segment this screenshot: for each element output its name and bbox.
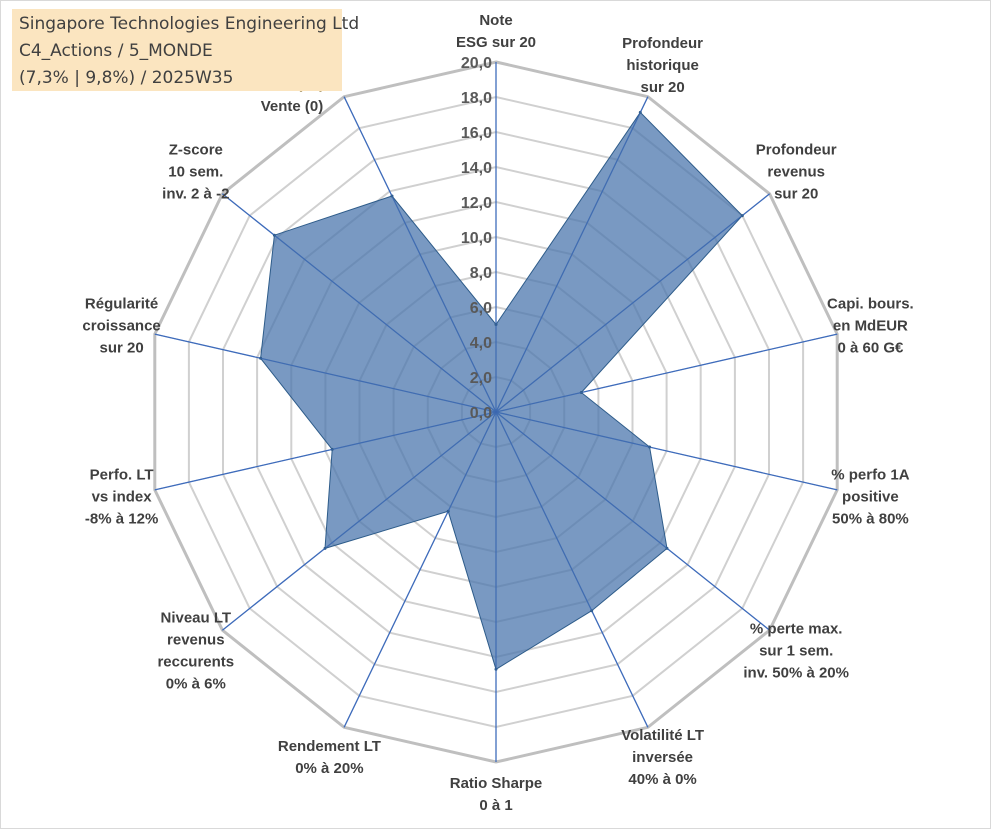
- performance-week: (7,3% | 9,8%) / 2025W35: [19, 68, 234, 88]
- category-label: Volatilité LT inversée 40% à 0%: [621, 727, 704, 788]
- axis-spoke-overlay: [154, 333, 497, 413]
- axis-spoke-overlay: [495, 411, 770, 631]
- axis-spoke-overlay: [154, 411, 497, 491]
- axis-spoke-overlay: [495, 193, 770, 413]
- category-label: Z-score 10 sem. inv. 2 à -2: [162, 142, 229, 203]
- axis-spoke-overlay: [495, 411, 649, 728]
- category-label: Profondeur revenus sur 20: [756, 142, 837, 203]
- axis-spoke-overlay: [343, 411, 497, 728]
- category-label: Capi. bours. en MdEUR 0 à 60 G€: [827, 296, 914, 357]
- category-label: Niveau LT revenus reccurents 0% à 6%: [157, 609, 234, 692]
- category-label: Ratio Sharpe 0 à 1: [450, 775, 543, 814]
- radial-tick-labels: 0,0 2,0 4,0 6,0 8,0 10,0 12,0 14,0 16,0 18,0 20,0: [461, 55, 492, 422]
- tick-label: 10,0: [461, 230, 492, 247]
- radar-series: [154, 62, 838, 762]
- stock-name: Singapore Technologies Engineering Ltd: [19, 14, 360, 34]
- axis-spoke-overlay: [222, 411, 497, 631]
- category-label: Perfo. LT vs index -8% à 12%: [85, 466, 158, 527]
- category-label: Profondeur historique sur 20: [622, 35, 703, 96]
- category-label: Note ESG sur 20: [456, 12, 536, 51]
- tick-label: 4,0: [470, 335, 492, 352]
- category-label: Régularité croissance sur 20: [82, 296, 160, 357]
- series-area: [260, 111, 743, 671]
- axis-spoke-overlay: [495, 333, 838, 413]
- tick-label: 12,0: [461, 195, 492, 212]
- category-label: % perte max. sur 1 sem. inv. 50% à 20%: [743, 620, 849, 681]
- axis-spoke-overlay: [495, 411, 838, 491]
- tick-label: 0,0: [470, 405, 492, 422]
- category-label: Rendement LT 0% à 20%: [278, 738, 381, 777]
- axis-spoke-overlay: [495, 96, 649, 413]
- axis-spoke-overlay: [343, 96, 497, 413]
- tick-label: 6,0: [470, 300, 492, 317]
- stock-info-box: Singapore Technologies Engineering Ltd C…: [12, 9, 359, 91]
- axis-spoke-overlay: [222, 193, 497, 413]
- portfolio-path: C4_Actions / 5_MONDE: [19, 41, 213, 61]
- tick-label: 2,0: [470, 370, 492, 387]
- tick-label: 8,0: [470, 265, 492, 282]
- tick-label: 18,0: [461, 90, 492, 107]
- tick-label: 20,0: [461, 55, 492, 72]
- tick-label: 16,0: [461, 125, 492, 142]
- tick-label: 14,0: [461, 160, 492, 177]
- category-label: % perfo 1A positive 50% à 80%: [831, 466, 910, 527]
